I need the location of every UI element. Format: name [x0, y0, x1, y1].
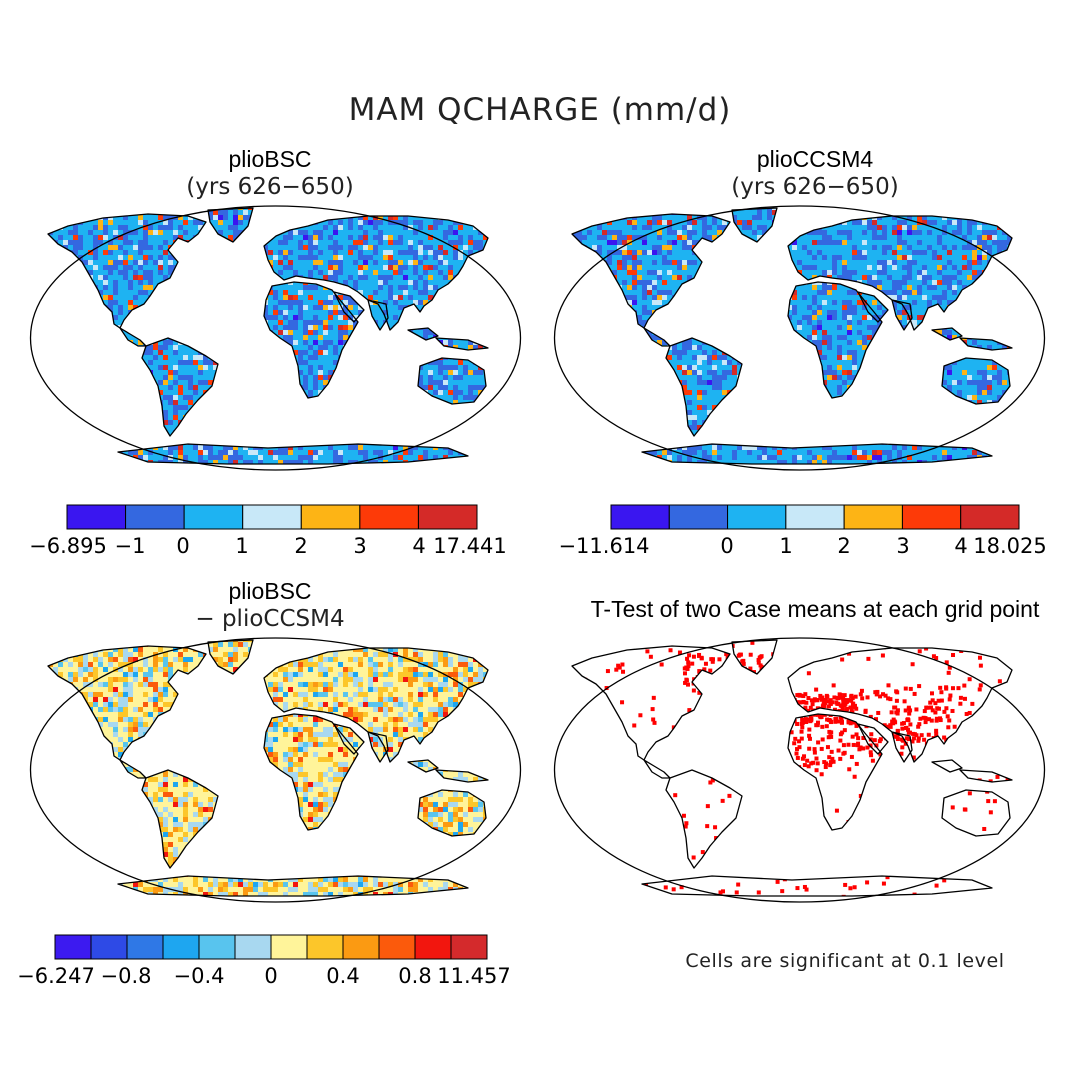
colorbar-labels-plioccsm4: −11.614 0 1 2 3 4 18.025 — [558, 534, 1046, 560]
colorbar-plioccsm4 — [610, 504, 1020, 530]
map-border — [29, 205, 522, 471]
colorbar-swatch — [727, 504, 787, 530]
colorbar-swatch — [843, 504, 903, 530]
cb-label: 3 — [896, 534, 910, 558]
cb-label: 0 — [720, 534, 734, 558]
cb-label: 4 — [412, 534, 426, 558]
colorbar-swatch — [198, 934, 236, 960]
colorbar-swatch — [378, 934, 416, 960]
significance-note: Cells are significant at 0.1 level — [685, 950, 1005, 972]
colorbar-swatch — [234, 934, 272, 960]
colorbar-swatch — [183, 504, 244, 530]
map-difference — [29, 637, 522, 903]
colorbar-labels-difference: −6.247 −0.8 −0.4 0 0.4 0.8 11.457 — [17, 964, 511, 990]
cb-label: 1 — [779, 534, 793, 558]
colorbar-swatch — [162, 934, 200, 960]
colorbar-swatch — [414, 934, 452, 960]
colorbar-difference — [54, 934, 488, 960]
colorbar-swatch — [450, 934, 488, 960]
colorbar-swatch — [242, 504, 302, 530]
colorbar-swatch — [66, 504, 127, 530]
cb-label: −0.8 — [100, 964, 152, 988]
colorbar-swatch — [126, 934, 164, 960]
colorbar-labels-pliobsc: −6.895 −1 0 1 2 3 4 17.441 — [29, 534, 507, 560]
map-ttest — [553, 637, 1046, 903]
map-border — [553, 637, 1046, 903]
map-plioccsm4 — [553, 205, 1046, 471]
cb-label: −0.4 — [173, 964, 225, 988]
panel-subtitle-pliobsc: (yrs 626−650) — [186, 174, 354, 200]
panel-title-pliobsc: plioBSC — [228, 146, 312, 172]
colorbar-pliobsc — [66, 504, 478, 530]
cb-label: −6.247 — [17, 964, 95, 988]
panel-subtitle-plioccsm4: (yrs 626−650) — [731, 174, 899, 200]
cb-label: 2 — [837, 534, 851, 558]
panel-subtitle-difference: − plioCCSM4 — [195, 606, 345, 632]
map-pliobsc — [29, 205, 522, 471]
panel-title-ttest: T-Test of two Case means at each grid po… — [590, 596, 1040, 622]
colorbar-swatch — [300, 504, 361, 530]
panel-title-difference: plioBSC — [228, 578, 312, 604]
cb-label: 1 — [235, 534, 249, 558]
colorbar-swatch — [359, 504, 419, 530]
cb-label: 4 — [954, 534, 968, 558]
map-border — [29, 637, 522, 903]
cb-label: −6.895 — [29, 534, 107, 558]
colorbar-swatch — [417, 504, 478, 530]
cb-label: 3 — [353, 534, 367, 558]
cb-label: 18.025 — [973, 534, 1047, 558]
figure-title: MAM QCHARGE (mm/d) — [348, 92, 732, 128]
colorbar-swatch — [125, 504, 185, 530]
cb-label: −11.614 — [558, 534, 650, 558]
cb-label: −1 — [114, 534, 146, 558]
colorbar-swatch — [901, 504, 962, 530]
colorbar-swatch — [306, 934, 344, 960]
colorbar-swatch — [610, 504, 670, 530]
cb-label: 0.8 — [398, 964, 432, 988]
cb-label: 2 — [294, 534, 308, 558]
cb-label: 17.441 — [433, 534, 507, 558]
cb-label: 0 — [176, 534, 190, 558]
cb-label: 0.4 — [326, 964, 360, 988]
colorbar-swatch — [90, 934, 128, 960]
colorbar-swatch — [785, 504, 845, 530]
cb-label: 0 — [264, 964, 278, 988]
colorbar-swatch — [960, 504, 1020, 530]
colorbar-swatch — [270, 934, 308, 960]
colorbar-swatch — [342, 934, 380, 960]
colorbar-swatch — [54, 934, 92, 960]
map-border — [553, 205, 1046, 471]
panel-title-plioccsm4: plioCCSM4 — [756, 146, 874, 172]
cb-label: 11.457 — [437, 964, 511, 988]
colorbar-swatch — [668, 504, 729, 530]
